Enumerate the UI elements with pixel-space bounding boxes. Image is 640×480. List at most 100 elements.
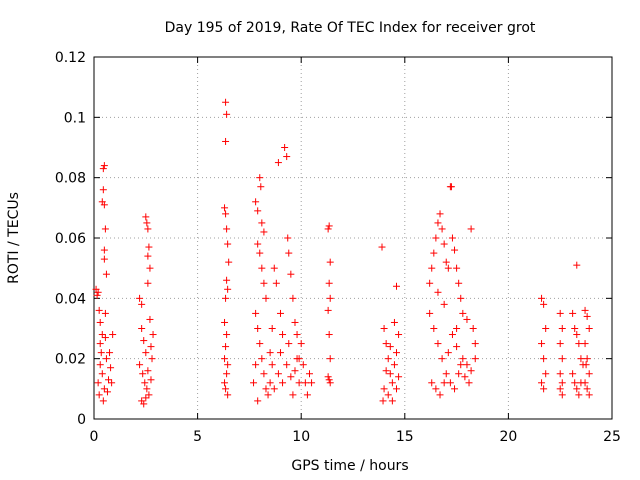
data-point <box>250 379 258 387</box>
data-point <box>109 331 117 339</box>
data-point <box>577 355 585 363</box>
data-point <box>325 376 333 384</box>
data-point <box>258 355 266 363</box>
data-point <box>266 379 274 387</box>
data-point <box>305 370 313 378</box>
data-point <box>147 343 155 351</box>
data-point <box>430 325 438 332</box>
data-point <box>380 325 388 332</box>
data-point <box>326 294 334 302</box>
data-point <box>144 252 152 260</box>
data-point <box>326 258 334 266</box>
data-point <box>459 309 467 317</box>
data-point <box>276 309 284 317</box>
data-point <box>99 165 107 173</box>
data-point <box>448 234 456 242</box>
data-point <box>101 225 109 233</box>
data-point <box>434 340 442 348</box>
data-point <box>303 391 311 399</box>
data-point <box>268 325 276 332</box>
data-point <box>107 364 115 372</box>
data-point <box>98 370 106 378</box>
data-point <box>223 331 231 339</box>
data-point <box>291 318 299 326</box>
data-point <box>287 373 295 381</box>
data-point <box>386 370 394 378</box>
data-point <box>97 349 105 357</box>
data-point <box>223 370 231 378</box>
data-point <box>254 240 262 248</box>
data-point <box>101 334 109 342</box>
data-point <box>380 385 388 393</box>
data-point <box>138 300 146 308</box>
data-point <box>106 349 114 357</box>
data-point <box>102 270 110 278</box>
y-tick-label: 0.1 <box>64 110 86 126</box>
data-point <box>295 379 303 387</box>
chart-title: Day 195 of 2019, Rate Of TEC Index for r… <box>165 20 536 36</box>
y-tick-label: 0.08 <box>55 171 86 187</box>
data-point <box>299 361 307 369</box>
data-point <box>428 264 436 272</box>
data-point <box>144 367 152 375</box>
data-point <box>270 385 278 393</box>
data-point <box>260 370 268 378</box>
data-point <box>585 391 593 399</box>
data-point <box>569 309 577 317</box>
data-point <box>326 379 334 387</box>
data-point <box>573 331 581 339</box>
data-point <box>442 370 450 378</box>
data-point <box>141 379 149 387</box>
data-point <box>467 225 475 233</box>
data-point <box>94 379 102 387</box>
data-point <box>222 98 230 106</box>
data-point <box>388 379 396 387</box>
data-point <box>279 379 287 387</box>
data-point <box>471 340 479 348</box>
data-point <box>221 355 229 363</box>
data-point <box>139 370 147 378</box>
data-point <box>451 385 459 393</box>
data-point <box>583 385 591 393</box>
data-point <box>252 198 260 206</box>
data-point <box>324 306 332 314</box>
data-point <box>274 159 282 167</box>
data-point <box>289 294 297 302</box>
data-point <box>463 315 471 323</box>
data-point <box>99 186 107 194</box>
data-point <box>144 279 152 287</box>
y-tick-label: 0.02 <box>55 352 86 368</box>
data-point <box>140 400 148 408</box>
data-point <box>93 291 101 299</box>
data-point <box>326 355 334 363</box>
data-point <box>575 391 583 399</box>
data-point <box>471 355 479 363</box>
data-point <box>467 367 475 375</box>
data-point <box>223 276 231 284</box>
data-point <box>100 255 108 263</box>
data-point <box>136 361 144 369</box>
data-point <box>224 361 232 369</box>
data-point <box>146 264 154 272</box>
data-point <box>444 349 452 357</box>
data-point <box>434 219 442 227</box>
data-point <box>573 385 581 393</box>
data-point <box>281 144 289 151</box>
data-point <box>256 340 264 348</box>
data-point <box>393 282 401 290</box>
data-point <box>100 201 108 209</box>
data-point <box>262 385 270 393</box>
y-tick-label: 0.06 <box>55 231 86 247</box>
data-point <box>100 246 108 254</box>
data-point <box>393 349 401 357</box>
data-point <box>225 258 233 266</box>
data-point <box>279 331 287 339</box>
data-point <box>556 309 564 317</box>
data-point <box>556 370 564 378</box>
x-tick-label: 5 <box>193 429 202 445</box>
data-point <box>100 162 108 170</box>
data-point <box>224 285 232 293</box>
data-point <box>325 222 333 230</box>
data-point <box>222 294 230 302</box>
